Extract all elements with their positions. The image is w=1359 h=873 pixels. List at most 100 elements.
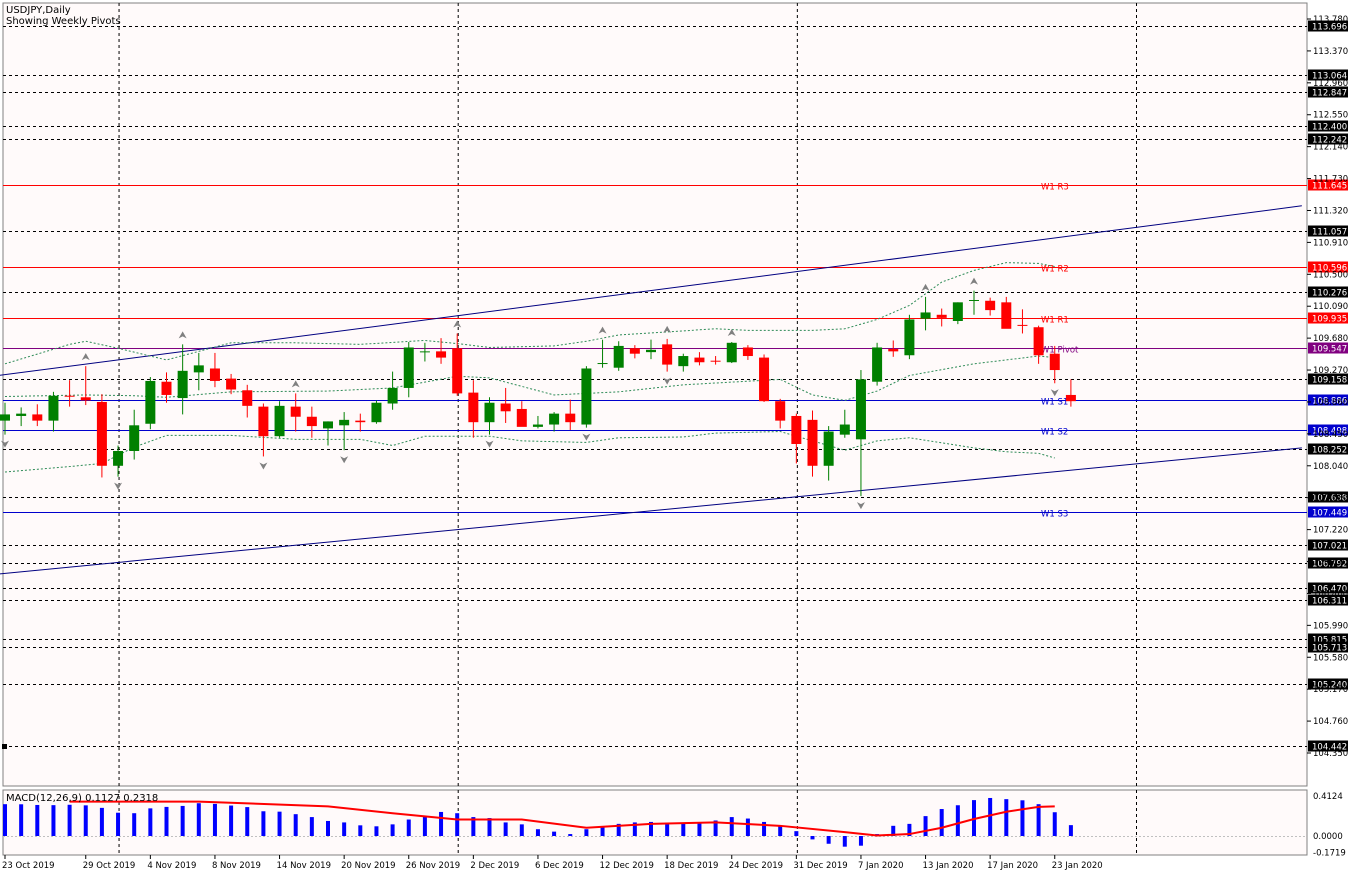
- fractal-down-arrow: [582, 433, 591, 441]
- time-axis: 23 Oct 2019 29 Oct 2019 4 Nov 2019 8 Nov 20…: [2, 855, 1103, 871]
- price-level-box: [1308, 506, 1348, 518]
- macd-histogram-bar: [196, 803, 201, 836]
- fractal-up-arrow: [663, 325, 672, 333]
- candle-bull: [129, 425, 140, 451]
- candle-bear: [258, 406, 269, 437]
- macd-histogram-bar: [390, 824, 395, 836]
- candle-bear: [436, 351, 447, 358]
- candle-bull: [145, 380, 156, 424]
- price-tick-label: 105.580: [1313, 653, 1348, 663]
- candle-bear: [355, 420, 366, 423]
- candle-bull: [387, 387, 398, 404]
- macd-histogram-bar: [132, 813, 137, 836]
- candle-bear: [1017, 324, 1028, 326]
- fractal-down-arrow: [259, 462, 268, 470]
- time-tick-label: 8 Nov 2019: [212, 861, 261, 871]
- price-tick-label: 110.090: [1313, 302, 1348, 312]
- time-tick-label: 7 Jan 2020: [858, 861, 904, 871]
- candle-bull: [872, 347, 883, 382]
- candle-bear: [468, 392, 479, 423]
- macd-scale-label: -0.1719: [1313, 849, 1346, 859]
- price-tick-label: 108.040: [1313, 462, 1348, 472]
- candle-bull: [904, 319, 915, 356]
- candle-bull: [839, 424, 850, 435]
- time-tick-label: 31 Dec 2019: [793, 861, 847, 871]
- macd-histogram-bar: [471, 817, 476, 836]
- time-tick-label: 6 Dec 2019: [535, 861, 584, 871]
- macd-histogram-bar: [83, 805, 88, 836]
- candle-bear: [64, 395, 75, 397]
- price-level-box: [1308, 594, 1348, 606]
- candle-bear: [96, 401, 107, 466]
- price-level-box: [1308, 179, 1348, 191]
- candle-bull: [403, 347, 414, 388]
- macd-histogram-bar: [406, 819, 411, 836]
- candle-bull: [323, 421, 333, 429]
- fractal-down-arrow: [340, 456, 349, 464]
- candle-bull: [646, 349, 656, 353]
- pivot-level-label: W1 R1: [1041, 316, 1069, 326]
- price-tick-label: 113.780: [1313, 15, 1348, 25]
- candle-bull: [113, 450, 124, 466]
- time-tick-label: 2 Dec 2019: [470, 861, 519, 871]
- macd-histogram-bar: [51, 805, 56, 836]
- price-level-box: [1308, 373, 1348, 385]
- macd-histogram-bar: [794, 831, 799, 836]
- candle-bear: [500, 403, 511, 412]
- envelope-lower-line: [4, 431, 1055, 473]
- macd-histogram-bar: [293, 814, 298, 836]
- fractal-up-arrow: [453, 320, 462, 328]
- candle-bull: [823, 431, 834, 466]
- macd-title: MACD(12,26,9) 0.1127 0.2318: [6, 793, 158, 804]
- price-level-box: [1308, 394, 1348, 406]
- macd-histogram-bar: [309, 817, 314, 836]
- channel-line: [0, 447, 1302, 575]
- price-level-box: [1308, 225, 1348, 237]
- price-tick-label: 112.550: [1313, 111, 1348, 121]
- macd-histogram-bar: [422, 816, 427, 836]
- candle-bull: [193, 365, 204, 373]
- macd-histogram-bar: [568, 834, 573, 836]
- fractal-down-arrow: [1, 440, 9, 448]
- macd-scale-label: 0.0000: [1313, 832, 1343, 842]
- price-tick-label: 108.450: [1313, 430, 1348, 440]
- price-tick-label: 108.860: [1313, 398, 1348, 408]
- candle-bull: [484, 402, 495, 423]
- price-level-value: 109.547: [1312, 345, 1347, 355]
- macd-histogram-bar: [180, 805, 185, 836]
- macd-histogram-bar: [584, 829, 589, 836]
- macd-histogram-bar: [374, 826, 379, 836]
- candles-layer: [0, 290, 1076, 497]
- price-level-box: [1308, 443, 1348, 455]
- macd-histogram-bar: [713, 820, 718, 836]
- price-level-value: 113.064: [1312, 72, 1347, 82]
- main-panel: [2, 2, 1308, 787]
- candle-bear: [1033, 327, 1044, 356]
- price-tick-label: 107.220: [1313, 526, 1348, 536]
- candle-bull: [339, 419, 350, 426]
- macd-histogram-bar: [261, 811, 266, 836]
- macd-histogram-bar: [439, 811, 444, 836]
- price-level-box: [1308, 740, 1348, 752]
- macd-histogram-bar: [552, 831, 557, 836]
- candle-bull: [419, 351, 430, 353]
- price-level-value: 106.792: [1312, 560, 1347, 570]
- macd-histogram-bar: [891, 825, 896, 836]
- macd-histogram-bar: [212, 803, 217, 836]
- price-level-box: [1308, 20, 1348, 32]
- price-level-value: 104.442: [1312, 743, 1347, 753]
- macd-histogram-bar: [35, 804, 40, 836]
- macd-histogram-bar: [3, 804, 7, 836]
- candle-bull: [952, 302, 963, 322]
- candle-bear: [694, 357, 705, 363]
- macd-histogram-bar: [665, 822, 670, 836]
- time-tick-label: 24 Dec 2019: [729, 861, 783, 871]
- pivot-level-label: W1 Pivot: [1041, 346, 1079, 356]
- price-level-value: 113.696: [1312, 23, 1347, 33]
- macd-panel: [2, 789, 1308, 856]
- candle-bull: [969, 299, 979, 301]
- macd-histogram-bar: [455, 813, 460, 836]
- price-level-value: 105.240: [1312, 681, 1347, 691]
- candle-bear: [791, 415, 802, 444]
